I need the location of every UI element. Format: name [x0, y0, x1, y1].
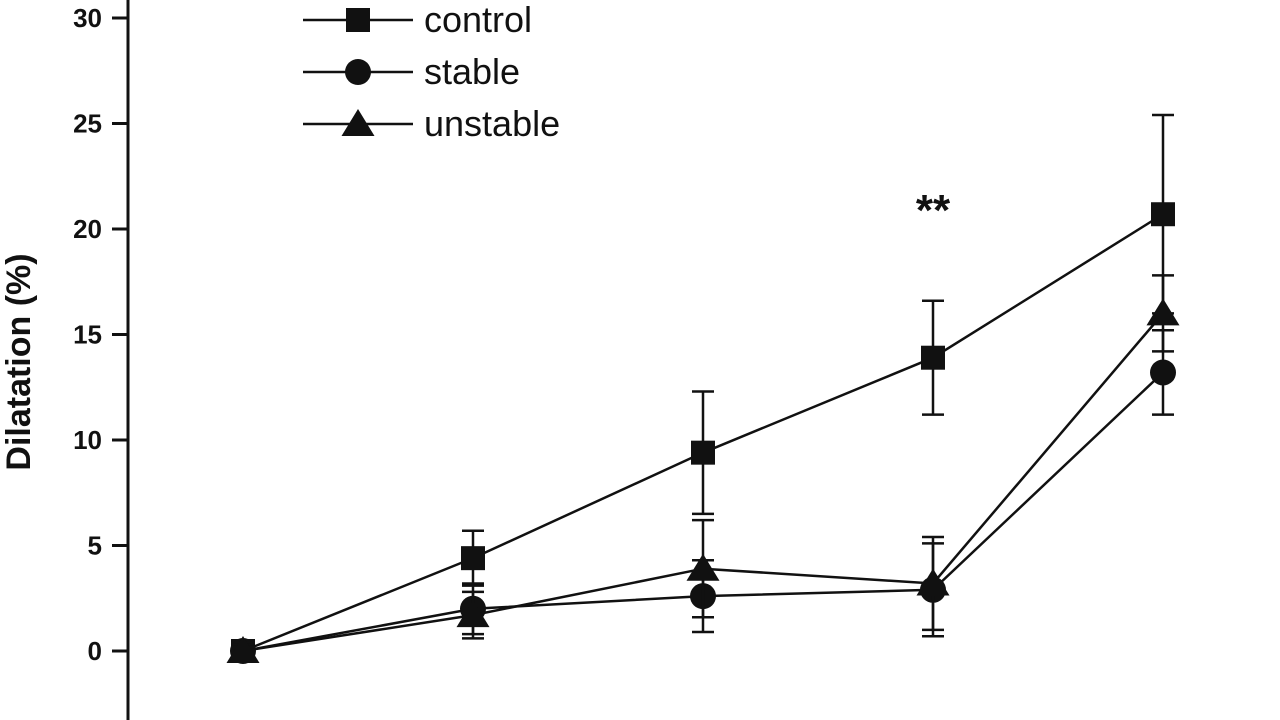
- data-point-unstable: [686, 553, 720, 581]
- significance-annotation: **: [916, 186, 951, 235]
- y-axis-ticks: 0 5 10 15 20 25 30: [73, 3, 128, 666]
- series-unstable: [226, 274, 1180, 663]
- legend-label: stable: [424, 51, 520, 92]
- data-point-control: [461, 546, 485, 571]
- data-point-stable: [1150, 359, 1176, 386]
- y-tick-label: 0: [88, 636, 102, 666]
- legend-marker-stable: [345, 59, 371, 85]
- y-tick-label: 10: [73, 425, 102, 455]
- legend-item-stable: stable: [303, 51, 520, 92]
- y-tick-label: 30: [73, 3, 102, 33]
- y-tick-label: 25: [73, 109, 102, 139]
- legend: control stable unstable: [303, 0, 560, 144]
- y-tick-label: 20: [73, 214, 102, 244]
- legend-item-control: control: [303, 0, 532, 40]
- y-tick-label: 5: [88, 531, 102, 561]
- legend-label: unstable: [424, 103, 560, 144]
- legend-marker-unstable: [341, 109, 375, 136]
- data-point-unstable: [1146, 298, 1180, 326]
- series-lines: [226, 113, 1180, 664]
- data-point-control: [691, 440, 715, 465]
- data-point-unstable: [226, 636, 260, 663]
- y-axis-title: Dilatation (%): [0, 253, 38, 470]
- annotations: **: [916, 186, 951, 235]
- legend-item-unstable: unstable: [303, 103, 560, 144]
- data-point-control: [1151, 202, 1175, 227]
- legend-label: control: [424, 0, 532, 40]
- data-point-unstable: [456, 600, 490, 628]
- data-point-unstable: [916, 568, 950, 596]
- legend-marker-control: [346, 8, 370, 32]
- y-tick-label: 15: [73, 320, 102, 350]
- data-point-control: [921, 345, 945, 370]
